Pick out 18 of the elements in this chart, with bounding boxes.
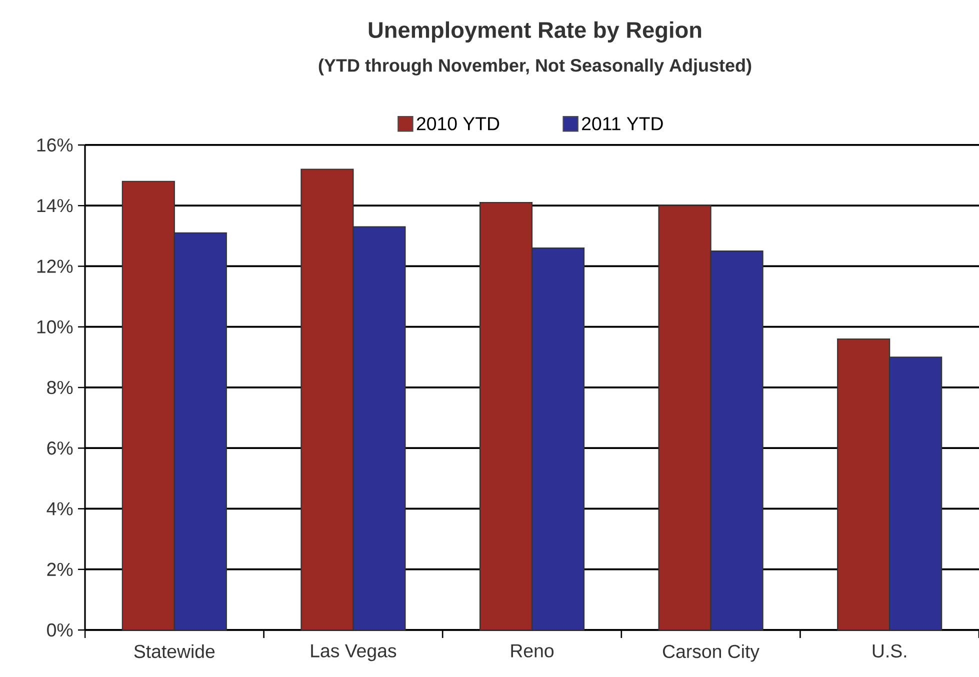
y-tick-label: 6%: [47, 441, 73, 455]
y-tick-label: 14%: [37, 199, 73, 212]
y-tick-label: 10%: [37, 320, 73, 334]
y-tick-label: 12%: [37, 260, 73, 273]
chart-title: Unemployment Rate by Region: [368, 21, 702, 43]
x-tick-label: Carson City: [662, 644, 760, 662]
x-tick-label: Las Vegas: [311, 644, 396, 662]
legend-label: 2011 YTD: [582, 117, 663, 130]
y-tick-label: 4%: [46, 502, 73, 516]
y-tick-label: 2%: [47, 562, 73, 576]
y-tick-label: 16%: [37, 138, 73, 152]
x-tick-label: Reno: [511, 644, 554, 658]
x-tick-label: Statewide: [134, 644, 215, 658]
chart-subtitle: (YTD through November, Not Seasonally Adjusted): [318, 58, 752, 76]
legend-label: 2010 YTD: [416, 117, 500, 130]
y-tick-label: 8%: [47, 380, 73, 394]
x-tick-label: U.S.: [872, 644, 906, 658]
y-tick-label: 0%: [47, 623, 73, 637]
